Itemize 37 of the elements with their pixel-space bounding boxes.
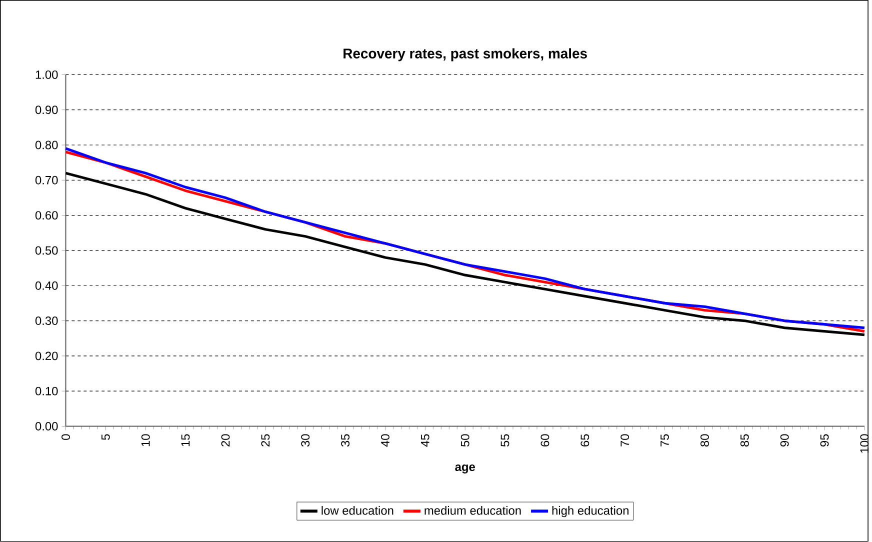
x-tick-label: 15	[181, 434, 190, 446]
y-tick-label: 0.60	[35, 211, 58, 220]
x-tick-label: 5	[102, 434, 110, 440]
x-tick-label: 80	[700, 434, 709, 447]
x-tick-label: 75	[660, 434, 669, 447]
y-tick-label: 0.20	[35, 352, 58, 360]
x-tick-label: 50	[460, 434, 470, 447]
x-tick-label: 95	[820, 434, 829, 447]
legend-label: medium education	[424, 506, 521, 515]
x-tick-label: 25	[261, 434, 270, 447]
x-tick-label: 30	[301, 434, 310, 447]
x-tick-label: 60	[540, 434, 550, 447]
y-tick-label: 0.50	[35, 246, 58, 255]
x-tick-label: 55	[500, 434, 510, 447]
x-tick-label: 45	[420, 434, 430, 447]
x-tick-label: 35	[341, 434, 350, 447]
x-tick-label: 65	[580, 434, 590, 447]
y-tick-label: 0.80	[35, 140, 58, 150]
chart-title: Recovery rates, past smokers, males	[344, 48, 587, 62]
x-tick-label: 20	[221, 434, 230, 447]
y-tick-label: 0.00	[35, 422, 58, 431]
legend-label: low education	[322, 506, 394, 515]
x-tick-label: 100	[860, 434, 869, 453]
y-tick-label: 0.90	[35, 106, 58, 114]
x-tick-label: 10	[141, 434, 150, 446]
x-tick-label: 85	[740, 434, 749, 447]
x-axis-title: age	[455, 464, 475, 474]
y-tick-label: 0.10	[35, 386, 58, 396]
y-tick-label: 0.30	[35, 316, 58, 326]
y-tick-label: 0.40	[35, 282, 58, 290]
x-tick-label: 90	[780, 434, 789, 447]
x-tick-label: 40	[380, 434, 390, 447]
y-tick-label: 0.70	[35, 176, 58, 184]
legend-label: high education	[552, 506, 628, 518]
y-tick-label: 1.00	[36, 70, 58, 80]
x-tick-label: 0	[62, 434, 70, 440]
x-tick-label: 70	[620, 434, 630, 447]
